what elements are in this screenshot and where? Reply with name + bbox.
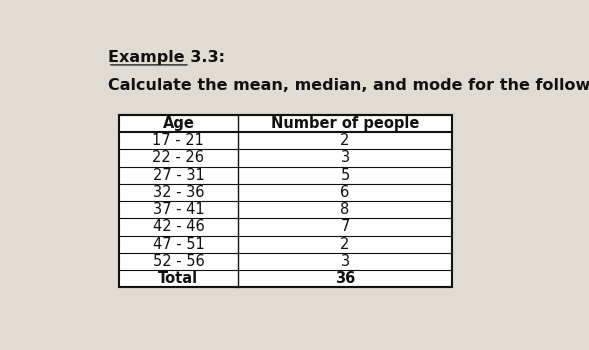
Text: 5: 5	[340, 168, 350, 183]
Text: Calculate the mean, median, and mode for the following data.: Calculate the mean, median, and mode for…	[108, 78, 589, 93]
Text: Example 3.3:: Example 3.3:	[108, 50, 225, 65]
Text: 3: 3	[340, 254, 350, 269]
FancyBboxPatch shape	[119, 115, 452, 287]
Text: 3: 3	[340, 150, 350, 166]
Text: 22 - 26: 22 - 26	[153, 150, 204, 166]
Text: Number of people: Number of people	[271, 116, 419, 131]
Text: 2: 2	[340, 237, 350, 252]
Text: 42 - 46: 42 - 46	[153, 219, 204, 234]
Text: 7: 7	[340, 219, 350, 234]
Text: Total: Total	[158, 271, 198, 286]
Text: 17 - 21: 17 - 21	[153, 133, 204, 148]
Text: 8: 8	[340, 202, 350, 217]
Text: 6: 6	[340, 185, 350, 200]
Text: 27 - 31: 27 - 31	[153, 168, 204, 183]
Text: 2: 2	[340, 133, 350, 148]
Text: 32 - 36: 32 - 36	[153, 185, 204, 200]
Text: 36: 36	[335, 271, 355, 286]
Text: 47 - 51: 47 - 51	[153, 237, 204, 252]
Text: 52 - 56: 52 - 56	[153, 254, 204, 269]
Text: 37 - 41: 37 - 41	[153, 202, 204, 217]
Text: Age: Age	[163, 116, 194, 131]
